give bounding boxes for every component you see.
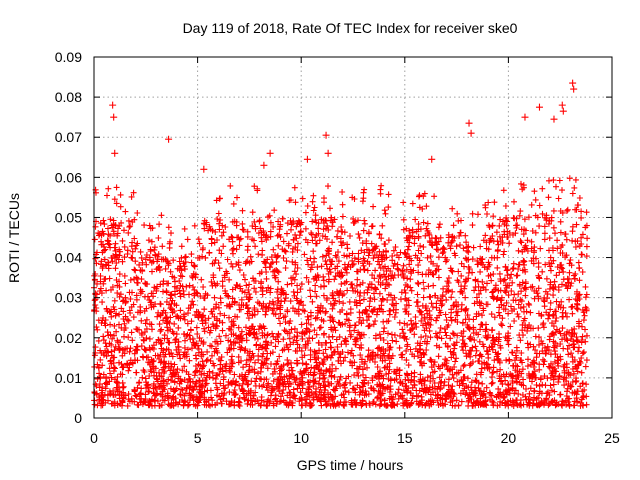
peak-point [550, 115, 558, 123]
peak-point [558, 101, 566, 109]
scatter-cloud [91, 175, 591, 409]
peak-point [535, 103, 543, 111]
peak-point [111, 149, 119, 157]
x-tick-label: 10 [293, 430, 309, 446]
y-tick-label: 0.02 [55, 330, 82, 346]
x-tick-label: 0 [90, 430, 98, 446]
peak-point [428, 155, 436, 163]
peak-point [109, 101, 117, 109]
y-tick-label: 0.08 [55, 89, 82, 105]
x-tick-label: 25 [604, 430, 620, 446]
y-tick-label: 0 [74, 410, 82, 426]
peak-point [165, 135, 173, 143]
x-tick-label: 15 [397, 430, 413, 446]
x-tick-label: 20 [501, 430, 517, 446]
peak-point [303, 155, 311, 163]
peak-point [260, 161, 268, 169]
x-axis-label: GPS time / hours [297, 457, 404, 473]
x-tick-label: 5 [194, 430, 202, 446]
y-tick-label: 0.01 [55, 370, 82, 386]
peak-point [559, 107, 567, 115]
y-tick-label: 0.04 [55, 250, 82, 266]
peak-point [521, 113, 529, 121]
peak-point [110, 113, 118, 121]
peak-point [322, 131, 330, 139]
plot-frame [93, 56, 613, 419]
peak-point [465, 119, 473, 127]
data-points [91, 79, 591, 409]
peak-point [570, 85, 578, 93]
chart-title: Day 119 of 2018, Rate Of TEC Index for r… [183, 20, 518, 36]
y-tick-label: 0.05 [55, 209, 82, 225]
peak-point [324, 149, 332, 157]
y-axis-label: ROTI / TECUs [6, 193, 22, 283]
axis-ticks: 0 0.01 0.02 0.03 0.04 0.05 0.06 0.07 0.08 0.09 0 5 1… [55, 49, 620, 446]
peak-point [200, 165, 208, 173]
peak-point [467, 129, 475, 137]
y-tick-label: 0.09 [55, 49, 82, 65]
y-tick-label: 0.07 [55, 129, 82, 145]
peak-point [266, 149, 274, 157]
peak-point [569, 79, 577, 87]
y-tick-label: 0.06 [55, 169, 82, 185]
y-tick-label: 0.03 [55, 290, 82, 306]
